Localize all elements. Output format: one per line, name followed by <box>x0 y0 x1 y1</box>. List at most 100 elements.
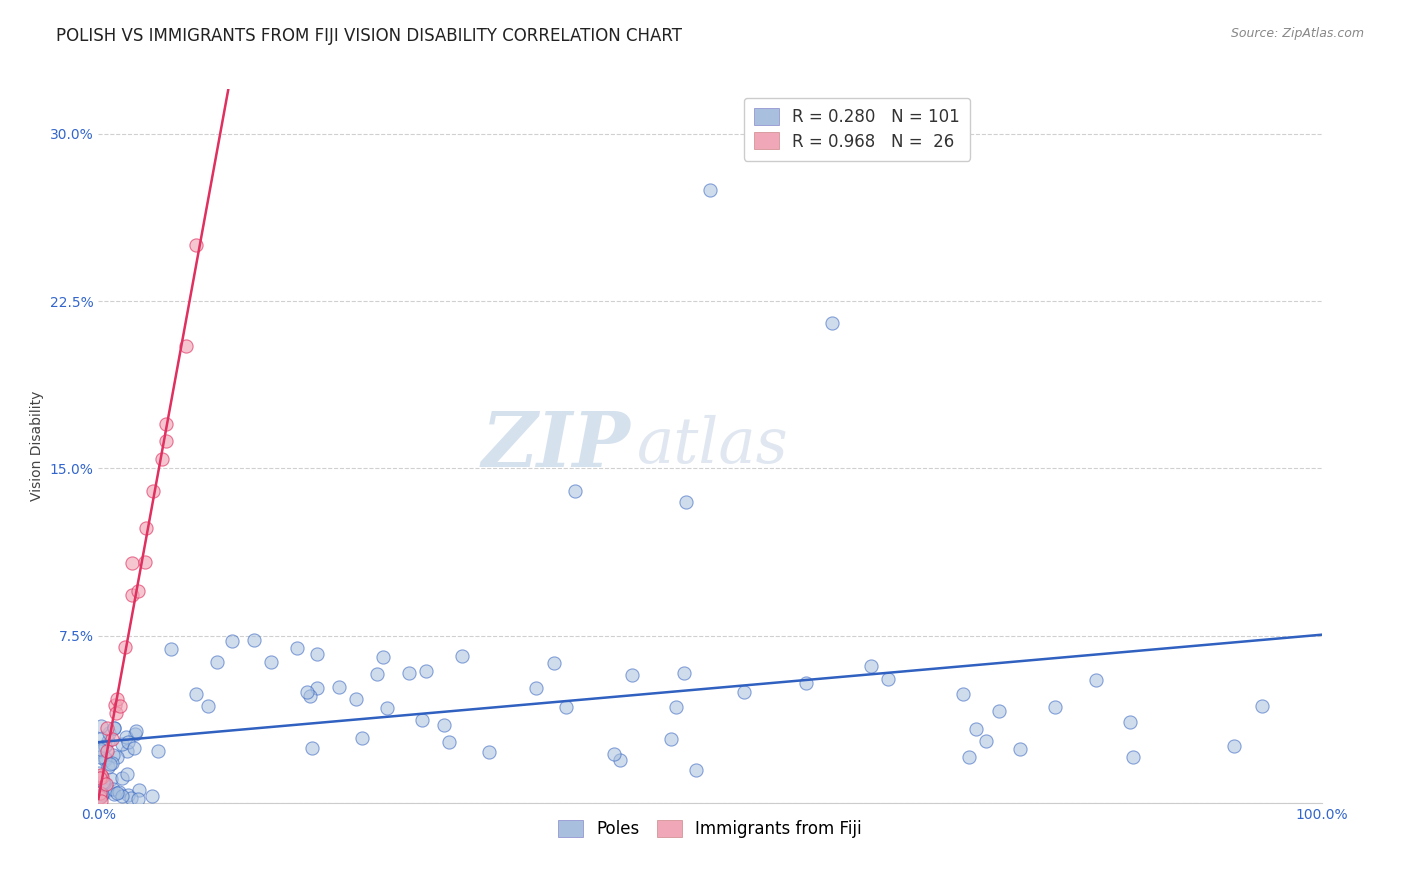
Point <box>101 756 124 771</box>
Legend: Poles, Immigrants from Fiji: Poles, Immigrants from Fiji <box>551 813 869 845</box>
Point <box>97 733 120 747</box>
Point <box>821 316 844 330</box>
Point <box>108 699 131 714</box>
Point <box>90 719 112 733</box>
Point <box>952 688 974 702</box>
Point <box>207 655 229 669</box>
Point <box>478 745 501 759</box>
Point <box>659 732 682 747</box>
Point <box>1119 714 1142 729</box>
Point <box>987 704 1010 718</box>
Point <box>285 641 308 656</box>
Point <box>105 785 128 799</box>
Point <box>876 672 898 686</box>
Point <box>350 731 373 745</box>
Point <box>411 713 433 727</box>
Point <box>974 734 997 748</box>
Point <box>1251 698 1274 713</box>
Point <box>103 788 125 802</box>
Point <box>91 789 114 803</box>
Point <box>105 692 128 706</box>
Point <box>243 632 266 647</box>
Point <box>94 751 117 765</box>
Point <box>91 770 114 784</box>
Point <box>101 781 124 796</box>
Point <box>146 743 169 757</box>
Point <box>665 699 688 714</box>
Point <box>965 722 987 736</box>
Point <box>104 706 127 720</box>
Point <box>101 732 124 747</box>
Point <box>1085 673 1108 687</box>
Point <box>450 648 472 663</box>
Y-axis label: Vision Disability: Vision Disability <box>30 391 44 501</box>
Point <box>97 782 120 797</box>
Point <box>89 771 111 785</box>
Point <box>127 583 149 598</box>
Point <box>98 756 121 771</box>
Point <box>90 789 112 804</box>
Point <box>90 768 112 782</box>
Point <box>377 700 399 714</box>
Point <box>150 452 173 467</box>
Point <box>111 772 134 786</box>
Point <box>115 744 138 758</box>
Point <box>328 680 350 694</box>
Point <box>415 664 437 678</box>
Point <box>221 634 243 648</box>
Point <box>103 721 125 735</box>
Point <box>100 772 122 786</box>
Point <box>299 690 322 704</box>
Point <box>96 721 118 735</box>
Point <box>89 749 111 764</box>
Point <box>103 721 125 735</box>
Point <box>346 691 368 706</box>
Text: POLISH VS IMMIGRANTS FROM FIJI VISION DISABILITY CORRELATION CHART: POLISH VS IMMIGRANTS FROM FIJI VISION DI… <box>56 27 682 45</box>
Point <box>859 658 882 673</box>
Point <box>673 666 696 681</box>
Point <box>307 681 329 696</box>
Point <box>90 794 112 808</box>
Point <box>121 556 143 570</box>
Point <box>155 434 177 448</box>
Point <box>699 182 721 196</box>
Point <box>297 685 319 699</box>
Point <box>120 791 142 805</box>
Point <box>160 642 183 657</box>
Text: ZIP: ZIP <box>482 409 630 483</box>
Point <box>564 483 586 498</box>
Point <box>98 726 121 740</box>
Point <box>89 790 111 805</box>
Point <box>94 753 117 767</box>
Point <box>685 764 707 778</box>
Point <box>794 676 817 690</box>
Point <box>115 730 138 744</box>
Point <box>675 494 697 508</box>
Point <box>609 753 631 767</box>
Point <box>91 787 114 801</box>
Point <box>121 588 143 602</box>
Point <box>398 665 420 680</box>
Point <box>96 760 118 774</box>
Point <box>91 775 114 789</box>
Point <box>142 483 165 498</box>
Point <box>104 698 127 713</box>
Text: atlas: atlas <box>637 415 789 477</box>
Point <box>603 747 626 762</box>
Point <box>621 668 644 682</box>
Point <box>124 741 146 756</box>
Point <box>433 718 456 732</box>
Point <box>135 521 157 535</box>
Point <box>111 737 134 751</box>
Point <box>89 766 111 780</box>
Point <box>108 784 131 798</box>
Point <box>555 699 578 714</box>
Point <box>184 687 207 701</box>
Text: Source: ZipAtlas.com: Source: ZipAtlas.com <box>1230 27 1364 40</box>
Point <box>93 775 115 789</box>
Point <box>117 789 139 803</box>
Point <box>124 727 146 741</box>
Point <box>301 741 323 756</box>
Point <box>186 238 208 252</box>
Point <box>89 742 111 756</box>
